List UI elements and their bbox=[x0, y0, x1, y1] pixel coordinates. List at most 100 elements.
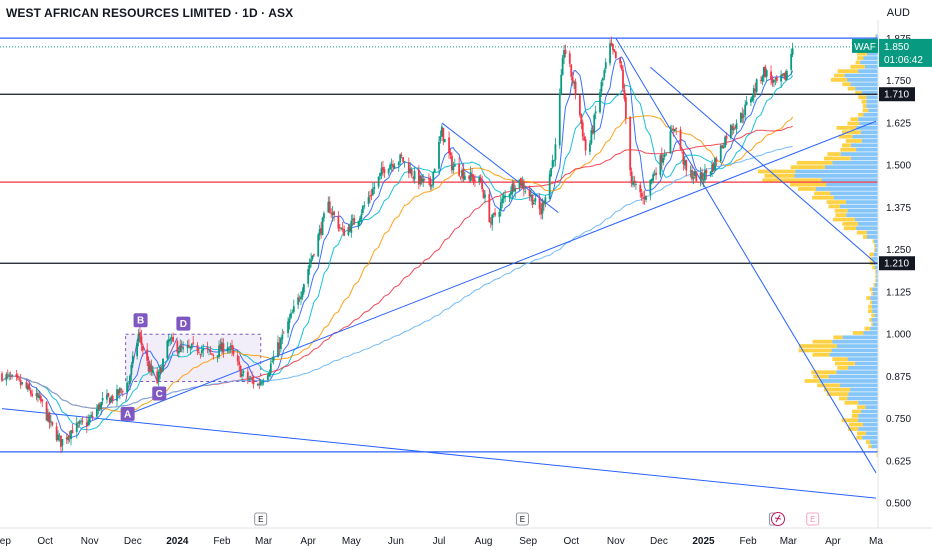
volume-profile-bar bbox=[867, 235, 878, 239]
volume-profile-bar bbox=[872, 301, 878, 305]
volume-profile-bar bbox=[797, 161, 833, 165]
candle-body bbox=[307, 269, 309, 284]
volume-profile-bar bbox=[852, 414, 859, 418]
candle-body bbox=[450, 152, 452, 155]
candlesticks bbox=[1, 37, 793, 453]
volume-profile-bar bbox=[794, 174, 878, 178]
x-tick-label: Mar bbox=[780, 536, 798, 547]
volume-profile-bar bbox=[851, 143, 878, 147]
volume-profile-bar bbox=[850, 65, 864, 69]
volume-profile-bar bbox=[863, 423, 878, 427]
candle-body bbox=[612, 44, 614, 50]
x-tick-label: Ma bbox=[869, 536, 883, 547]
volume-profile-bar bbox=[842, 222, 858, 226]
candle-body bbox=[780, 75, 782, 82]
volume-profile-bar bbox=[870, 327, 878, 331]
candle-body bbox=[474, 180, 476, 181]
candle-body bbox=[424, 179, 426, 180]
volume-profile-bar bbox=[842, 143, 851, 147]
candle-body bbox=[404, 161, 406, 162]
volume-profile-bar bbox=[832, 357, 847, 361]
volume-profile-bar bbox=[833, 335, 842, 339]
volume-profile-bar bbox=[856, 226, 878, 230]
candle-body bbox=[263, 381, 265, 382]
candle-body bbox=[619, 58, 621, 63]
volume-profile-bar bbox=[877, 453, 878, 457]
volume-profile-bar bbox=[871, 314, 874, 318]
candle-body bbox=[162, 359, 164, 371]
volume-profile-bar bbox=[827, 200, 846, 204]
candle-body bbox=[579, 95, 581, 115]
candle-body bbox=[201, 350, 203, 353]
volume-profile-bar bbox=[848, 392, 878, 396]
candle-body bbox=[595, 111, 597, 113]
volume-profile-bar bbox=[866, 440, 870, 444]
last-price-value: 1.850 bbox=[884, 42, 909, 53]
moving-average-line bbox=[2, 146, 793, 408]
candle-body bbox=[555, 144, 557, 160]
candle-body bbox=[322, 218, 324, 235]
volume-profile-bar bbox=[873, 322, 878, 326]
volume-profile-bar bbox=[813, 353, 830, 357]
candle-body bbox=[363, 205, 365, 206]
candle-body bbox=[580, 114, 582, 124]
candle-body bbox=[720, 146, 722, 161]
volume-profile-bar bbox=[824, 388, 850, 392]
candle-body bbox=[621, 65, 623, 69]
candle-body bbox=[662, 158, 664, 163]
volume-profile-bar bbox=[856, 436, 862, 440]
candle-body bbox=[622, 69, 624, 88]
pattern-label-b: B bbox=[137, 316, 144, 327]
volume-profile-bar bbox=[838, 69, 858, 73]
x-tick-label: Aug bbox=[475, 536, 493, 547]
candle-body bbox=[76, 422, 78, 432]
candle-body bbox=[231, 345, 233, 350]
volume-profile-bar bbox=[850, 117, 858, 121]
x-tick-label: Dec bbox=[650, 536, 668, 547]
candle-body bbox=[10, 376, 12, 377]
volume-profile-bar bbox=[833, 218, 855, 222]
candle-body bbox=[169, 339, 171, 341]
candle-body bbox=[501, 199, 503, 203]
candle-body bbox=[494, 213, 496, 216]
candle-body bbox=[504, 196, 506, 198]
candle-body bbox=[21, 382, 23, 384]
candle-body bbox=[339, 227, 341, 228]
volume-profile-bar bbox=[863, 104, 867, 108]
candle-body bbox=[82, 421, 84, 422]
volume-profile-bar bbox=[870, 287, 873, 291]
candle-body bbox=[202, 348, 204, 350]
candle-body bbox=[212, 355, 214, 356]
volume-profile-bar bbox=[840, 205, 878, 209]
candle-body bbox=[191, 344, 193, 349]
y-tick-label: 0.500 bbox=[886, 499, 911, 510]
trendline[interactable] bbox=[2, 409, 876, 499]
volume-profile-bar bbox=[820, 379, 878, 383]
candle-body bbox=[414, 171, 416, 179]
volume-profile-bar bbox=[874, 244, 875, 248]
candle-body bbox=[210, 350, 212, 352]
volume-profile-bar bbox=[848, 357, 878, 361]
volume-profile-bar bbox=[858, 414, 878, 418]
y-tick-label: 1.750 bbox=[886, 76, 911, 87]
volume-profile-bar bbox=[835, 362, 855, 366]
candle-body bbox=[582, 122, 584, 136]
candle-body bbox=[631, 171, 633, 183]
candle-body bbox=[569, 53, 571, 63]
volume-profile-bar bbox=[853, 331, 864, 335]
volume-profile-bar bbox=[858, 113, 863, 117]
candle-body bbox=[762, 77, 764, 82]
candle-body bbox=[726, 136, 728, 139]
volume-profile-bar bbox=[844, 226, 856, 230]
candle-body bbox=[280, 338, 282, 349]
volume-profile-bar bbox=[860, 61, 878, 65]
x-tick-label: Mar bbox=[255, 536, 273, 547]
countdown-value: 01:06:42 bbox=[884, 55, 923, 66]
volume-profile-bar bbox=[791, 165, 825, 169]
volume-profile-bar bbox=[871, 445, 878, 449]
volume-profile-bar bbox=[870, 301, 872, 305]
candle-body bbox=[41, 400, 43, 402]
volume-profile-bar bbox=[832, 349, 878, 353]
